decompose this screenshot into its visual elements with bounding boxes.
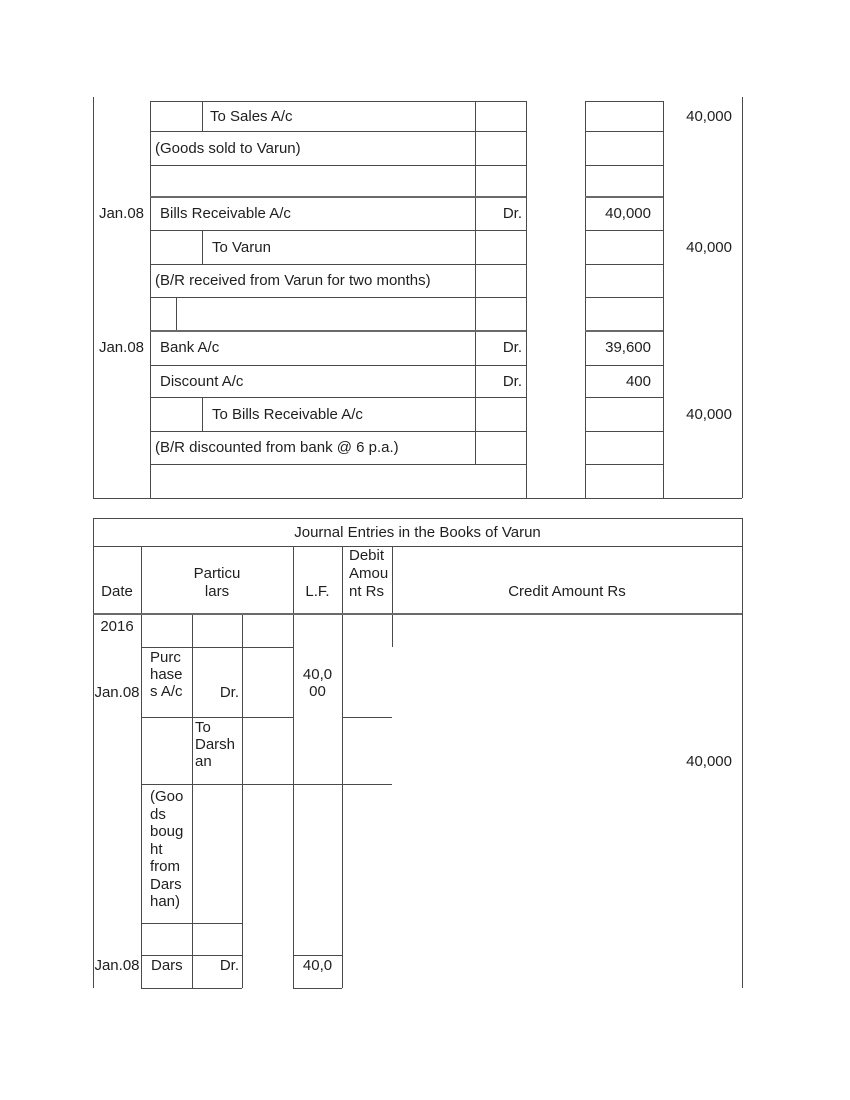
particulars-cell: To Sales A/c — [210, 107, 293, 125]
table-border-h — [585, 101, 663, 102]
table-border-v — [475, 101, 476, 464]
table-border-h — [585, 165, 663, 166]
header-credit-amount: Credit Amount Rs — [508, 583, 626, 600]
date-cell: Jan.08 — [94, 684, 140, 701]
table-border-v — [585, 101, 586, 498]
debit-amount-cell: 39,600 — [605, 339, 651, 356]
table-border-h — [150, 264, 526, 265]
table-border-h — [585, 297, 663, 298]
year-cell: 2016 — [100, 618, 134, 635]
table-border-h — [585, 365, 663, 366]
table-border-v — [93, 97, 94, 498]
table-border-h — [150, 464, 526, 465]
table-border-h — [141, 955, 242, 956]
particulars-cell: Bills Receivable A/c — [160, 204, 291, 222]
credit-amount-cell: 40,000 — [686, 107, 732, 125]
debit-account-cell: Purc hase s A/c — [150, 649, 183, 700]
table-border-h — [150, 131, 526, 132]
table-border-h — [141, 647, 293, 648]
dr-marker: Dr. — [502, 204, 522, 222]
table-border-h — [585, 230, 663, 231]
particulars-cell: Discount A/c — [160, 372, 244, 390]
debit-amount-cell: 40,0 — [302, 957, 333, 974]
table-border-h — [150, 297, 526, 298]
dr-marker: Dr. — [219, 684, 239, 701]
table-border-v — [93, 518, 94, 988]
debit-amount-cell: 40,0 00 — [302, 666, 333, 700]
debit-amount-cell: 400 — [625, 372, 651, 390]
dr-marker: Dr. — [219, 957, 239, 974]
table-border-h — [141, 923, 242, 924]
date-cell: Jan.08 — [98, 204, 145, 222]
table-border-h — [150, 165, 526, 166]
narration-cell: (B/R received from Varun for two months) — [155, 272, 431, 289]
table-border-v — [141, 546, 142, 988]
table-border-h — [93, 546, 742, 547]
entry-separator-line — [585, 196, 663, 198]
table-border-h — [150, 101, 526, 102]
table-border-h — [293, 988, 342, 989]
header-debit-amount: Debit Amou nt Rs — [349, 547, 389, 600]
debit-account-cell: Dars — [151, 957, 183, 974]
table-border-v — [392, 546, 393, 647]
table-border-v — [742, 518, 743, 988]
header-lf: L.F. — [305, 583, 330, 600]
indent-cell-border-v — [202, 101, 203, 131]
table-border-v — [150, 101, 151, 498]
entry-separator-line — [585, 330, 663, 332]
table-border-h — [141, 988, 242, 989]
table-border-h — [585, 464, 663, 465]
header-bottom-border — [93, 613, 742, 615]
table-border-h — [293, 955, 342, 956]
entry-separator-line — [150, 330, 526, 332]
table-border-h — [150, 365, 526, 366]
narration-cell: (Goods sold to Varun) — [155, 139, 301, 157]
credit-amount-cell: 40,000 — [686, 405, 732, 423]
table-border-h — [141, 717, 293, 718]
table-title: Journal Entries in the Books of Varun — [294, 523, 541, 541]
particulars-cell: To Bills Receivable A/c — [212, 405, 363, 423]
credit-amount-cell: 40,000 — [686, 753, 732, 770]
date-cell: Jan.08 — [94, 957, 140, 974]
debit-amount-cell: 40,000 — [605, 204, 651, 222]
narration-cell: (Goo ds boug ht from Dars han) — [150, 788, 184, 910]
narration-cell: (B/R discounted from bank @ 6 p.a.) — [155, 439, 399, 456]
subcell-border-v — [192, 614, 193, 988]
header-date: Date — [101, 583, 133, 600]
table-border-h — [150, 397, 526, 398]
indent-cell-border-v — [202, 230, 203, 264]
table-border-v — [526, 101, 527, 498]
table-border-h — [585, 397, 663, 398]
entry-separator-line — [150, 196, 526, 198]
date-cell: Jan.08 — [98, 339, 145, 356]
table-border-h — [585, 431, 663, 432]
table-border-h — [585, 264, 663, 265]
header-particulars: Particu lars — [193, 565, 241, 600]
table-border-v — [663, 101, 664, 498]
table-bottom-border — [93, 498, 742, 499]
table-border-v — [742, 97, 743, 498]
indent-cell-border-v — [202, 397, 203, 431]
particulars-cell: To Varun — [212, 238, 271, 256]
credit-amount-cell: 40,000 — [686, 238, 732, 256]
subcell-border-v — [242, 614, 243, 988]
table-border-h — [141, 784, 392, 785]
table-border-v — [342, 546, 343, 988]
table-border-h — [150, 431, 526, 432]
dr-marker: Dr. — [502, 372, 522, 390]
dr-marker: Dr. — [502, 339, 522, 356]
credit-account-cell: To Darsh an — [195, 719, 236, 770]
table-border-h — [342, 717, 392, 718]
indent-cell-border-v — [176, 297, 177, 331]
table-border-h — [150, 230, 526, 231]
table-top-border — [93, 518, 742, 519]
table-border-v — [293, 546, 294, 988]
table-border-h — [585, 131, 663, 132]
particulars-cell: Bank A/c — [160, 339, 220, 356]
